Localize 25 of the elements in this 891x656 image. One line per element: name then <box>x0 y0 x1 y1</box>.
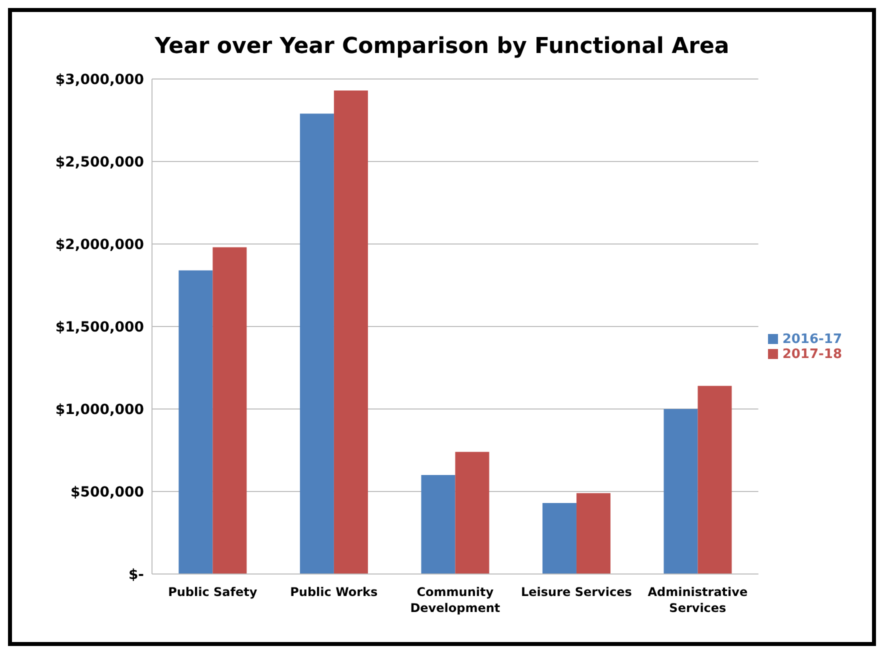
y-tick-label: $2,500,000 <box>55 154 144 170</box>
bar <box>698 386 732 574</box>
bar <box>421 475 456 574</box>
bar <box>300 114 334 574</box>
bar <box>178 270 213 574</box>
bar <box>334 90 368 574</box>
bar <box>212 247 247 574</box>
y-tick-label: $2,000,000 <box>55 236 144 253</box>
x-tick-label: Leisure Services <box>521 585 632 599</box>
y-tick-label: $1,500,000 <box>55 319 144 336</box>
y-tick-label: $3,000,000 <box>55 72 144 88</box>
legend-label: 2016-17 <box>782 332 842 346</box>
bar <box>542 503 576 574</box>
y-tick-label: $500,000 <box>70 484 144 500</box>
x-tick-label: Community Development <box>410 585 500 615</box>
x-tick-label: Administrative Services <box>648 585 748 615</box>
x-tick-label: Public Works <box>290 585 378 599</box>
y-tick-label: $- <box>128 566 144 583</box>
legend-label: 2017-18 <box>782 346 842 362</box>
chart-title: Year over Year Comparison by Functional Area <box>154 34 730 59</box>
bar <box>455 452 490 574</box>
bar <box>576 493 610 574</box>
bar <box>664 409 698 574</box>
y-tick-label: $1,000,000 <box>55 402 144 418</box>
x-tick-label: Public Safety <box>168 585 258 599</box>
